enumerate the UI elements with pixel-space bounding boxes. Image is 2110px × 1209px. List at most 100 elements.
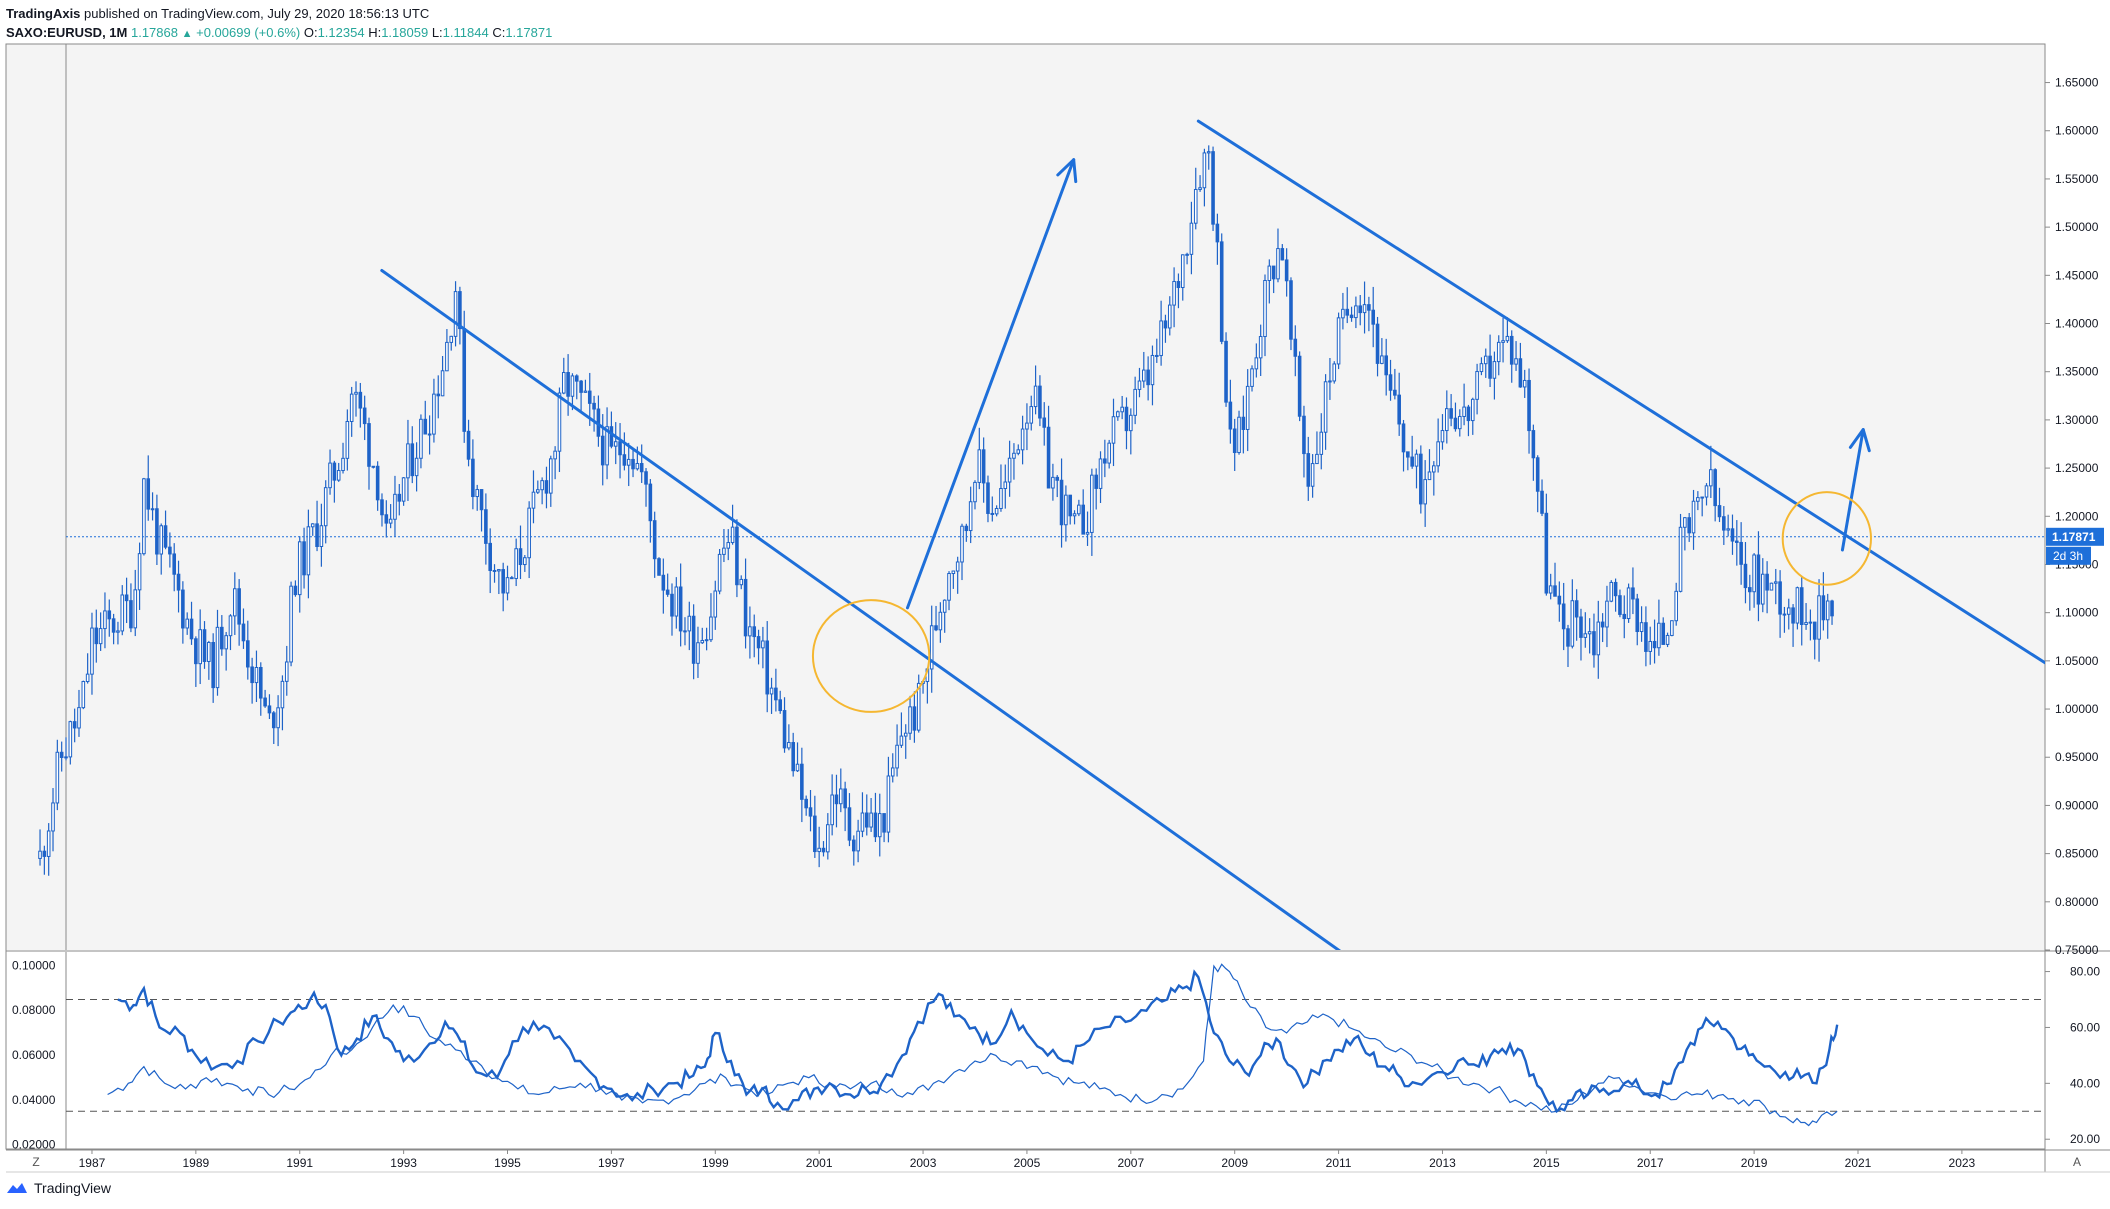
price-tick-label: 0.80000	[2055, 895, 2099, 909]
candle-body	[743, 578, 748, 637]
low-value: 1.11844	[442, 25, 489, 40]
time-tick-label: 2019	[1741, 1156, 1768, 1170]
candle-body	[947, 573, 951, 601]
candle-body	[245, 640, 250, 668]
indicator-left-tick-label: 0.02000	[12, 1138, 56, 1152]
candle-body	[341, 457, 345, 472]
candle-body	[1683, 517, 1687, 528]
candle-body	[631, 458, 635, 470]
candle-body	[129, 600, 133, 629]
candle-body	[908, 706, 912, 734]
candle-body	[730, 526, 735, 544]
candle-body	[531, 491, 536, 509]
publish-line: TradingAxis published on TradingView.com…	[6, 4, 552, 23]
candle-body	[821, 847, 826, 853]
candle-body	[98, 628, 103, 645]
candle-body	[1795, 587, 1800, 624]
candle-body	[527, 507, 531, 559]
publisher-name[interactable]: TradingAxis	[6, 6, 81, 21]
candle-body	[497, 569, 501, 572]
candle-body	[1540, 490, 1544, 514]
tradingview-brand: TradingView	[34, 1180, 112, 1196]
candle-body	[570, 375, 575, 397]
candle-body	[804, 798, 808, 809]
breakout-arrow-2003	[905, 158, 1076, 610]
candle-body	[1830, 600, 1834, 617]
candle-body	[813, 815, 817, 853]
candle-body	[903, 732, 908, 737]
candle-body	[955, 561, 960, 572]
candle-body	[1752, 554, 1756, 593]
price-tick-label: 0.95000	[2055, 750, 2099, 764]
candle-body	[68, 721, 73, 758]
candle-body	[860, 812, 865, 832]
zoom-button[interactable]: Z	[32, 1155, 39, 1169]
price-tick-label: 1.35000	[2055, 365, 2099, 379]
open-label: O:	[303, 25, 318, 40]
candle-body	[458, 291, 462, 330]
candle-body	[1206, 151, 1211, 154]
candle-body	[289, 585, 293, 663]
candle-body	[540, 480, 544, 491]
low-label: L:	[431, 25, 443, 40]
candle-body	[233, 588, 237, 617]
candle-body	[1094, 474, 1098, 489]
symbol-label[interactable]: SAXO:EURUSD, 1M	[6, 25, 128, 40]
candle-body	[1427, 471, 1432, 481]
candle-body	[683, 630, 687, 633]
candle-body	[605, 426, 609, 466]
candle-body	[241, 623, 246, 642]
candle-body	[1137, 380, 1142, 390]
breakout-circle-2020	[1781, 491, 1872, 586]
candle-body	[111, 618, 116, 633]
time-tick-label: 1997	[598, 1156, 625, 1170]
candle-body	[990, 512, 995, 515]
indicator-right-tick-label: 80.00	[2070, 965, 2100, 979]
candle-body	[938, 611, 943, 631]
candle-body	[336, 470, 341, 481]
candle-body	[1341, 308, 1345, 319]
candle-body	[1250, 368, 1254, 387]
candle-body	[1717, 505, 1722, 518]
candle-body	[323, 487, 328, 527]
candle-body	[1574, 600, 1579, 618]
candle-body	[873, 812, 878, 838]
candle-body	[886, 775, 891, 833]
candle-body	[345, 421, 350, 459]
candle-body	[1548, 585, 1553, 594]
candle-body	[1518, 358, 1523, 388]
auto-scale-button[interactable]: A	[2073, 1155, 2081, 1169]
candle-body	[644, 471, 648, 485]
candle-body	[371, 465, 376, 468]
candle-body	[1501, 340, 1505, 343]
candle-body	[1644, 622, 1648, 652]
candle-body	[475, 489, 480, 498]
candle-body	[1033, 385, 1038, 408]
candle-body	[1722, 516, 1726, 531]
candle-body	[514, 548, 518, 580]
price-tick-label: 1.65000	[2055, 76, 2099, 90]
candle-body	[488, 542, 492, 571]
candle-body	[1306, 453, 1311, 487]
candle-body	[1713, 469, 1717, 507]
candle-body	[1587, 631, 1592, 635]
candle-body	[1215, 223, 1220, 243]
candle-body	[1799, 587, 1804, 626]
candle-body	[94, 627, 99, 645]
candle-body	[1700, 496, 1704, 499]
candlestick-series	[38, 145, 1834, 876]
tradingview-footer[interactable]: TradingView	[6, 1180, 111, 1196]
price-pane	[6, 44, 2045, 950]
price-tick-label: 1.20000	[2055, 509, 2099, 523]
candle-body	[1224, 340, 1228, 403]
candle-body	[722, 547, 726, 555]
candle-body	[124, 594, 129, 602]
candle-body	[929, 625, 934, 670]
candle-body	[501, 569, 505, 594]
candle-body	[1068, 494, 1073, 517]
candle-body	[397, 493, 402, 502]
candle-body	[46, 830, 51, 857]
candle-body	[1453, 417, 1458, 430]
candle-body	[1176, 281, 1181, 289]
